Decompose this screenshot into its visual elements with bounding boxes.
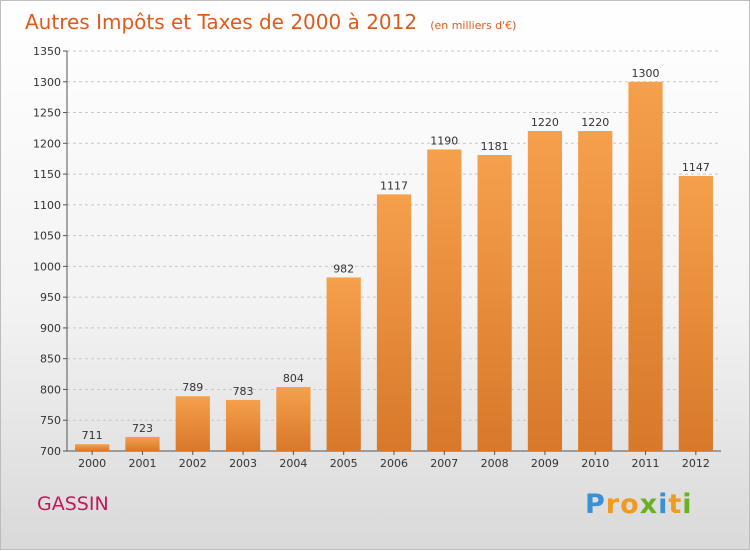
bar-2002 — [175, 396, 210, 451]
commune-name: GASSIN — [37, 493, 109, 515]
x-tick-label: 2002 — [179, 457, 207, 470]
y-tick-label: 700 — [40, 445, 61, 458]
x-tick-label: 2000 — [78, 457, 106, 470]
x-tick-label: 2006 — [380, 457, 408, 470]
x-tick-label: 2001 — [128, 457, 156, 470]
y-tick-label: 1300 — [33, 76, 61, 89]
bar-2012 — [678, 175, 713, 451]
y-tick-label: 1150 — [33, 168, 61, 181]
x-tick-label: 2012 — [682, 457, 710, 470]
value-label: 1147 — [682, 161, 710, 174]
logo-letter: x — [639, 489, 659, 520]
x-tick-label: 2011 — [632, 457, 660, 470]
value-label: 804 — [283, 372, 304, 385]
x-tick-label: 2004 — [279, 457, 307, 470]
bar-2003 — [225, 399, 261, 451]
bar-2005 — [326, 277, 361, 451]
logo-letter: i — [682, 489, 693, 520]
y-tick-label: 850 — [40, 353, 61, 366]
value-label: 723 — [132, 422, 153, 435]
y-tick-label: 1100 — [33, 199, 61, 212]
chart-title: Autres Impôts et Taxes de 2000 à 2012 — [25, 10, 417, 34]
y-tick-label: 1250 — [33, 107, 61, 120]
value-labels: 711 723 789 783 804 982 1117 1190 1181 1220 1220 13… — [82, 67, 710, 442]
value-label: 789 — [182, 381, 203, 394]
bar-2011 — [628, 81, 663, 452]
bars — [75, 81, 713, 452]
value-label: 1190 — [430, 134, 458, 147]
logo-letter: r — [605, 489, 621, 520]
logo-letter: o — [620, 489, 640, 520]
chart-subtitle: (en milliers d'€) — [430, 19, 516, 32]
bar-2009 — [527, 131, 563, 451]
value-label: 982 — [333, 262, 354, 275]
y-tick-label: 800 — [40, 383, 61, 396]
y-tick-label: 1000 — [33, 260, 61, 273]
value-label: 1300 — [632, 67, 660, 80]
bar-2000 — [75, 444, 110, 451]
y-tick-label: 950 — [40, 291, 61, 304]
logo-letter: i — [658, 489, 669, 520]
value-label: 783 — [233, 385, 254, 398]
x-tick-label: 2008 — [481, 457, 509, 470]
y-tick-label: 750 — [40, 414, 61, 427]
value-label: 1220 — [581, 116, 609, 129]
proxiti-logo: Proxiti — [585, 489, 693, 520]
value-label: 1220 — [531, 116, 559, 129]
svg-text:Autres Impôts et Taxes de 2000: Autres Impôts et Taxes de 2000 à 2012 (e… — [25, 10, 516, 34]
x-tick-label: 2005 — [330, 457, 358, 470]
bar-2001 — [125, 436, 160, 451]
axes: 700 750 800 850 900 950 1000 1050 1100 1150 1200 12… — [33, 45, 721, 470]
bar-2004 — [276, 387, 311, 451]
x-tick-label: 2009 — [531, 457, 559, 470]
value-label: 711 — [82, 429, 103, 442]
logo-letter: P — [585, 489, 606, 520]
y-tick-label: 900 — [40, 322, 61, 335]
y-tick-label: 1200 — [33, 137, 61, 150]
bar-2007 — [427, 149, 462, 451]
value-label: 1117 — [380, 179, 408, 192]
logo-letter: t — [668, 489, 683, 520]
x-tick-label: 2010 — [581, 457, 609, 470]
bar-2010 — [578, 131, 613, 451]
x-tick-label: 2007 — [430, 457, 458, 470]
y-tick-label: 1050 — [33, 230, 61, 243]
bar-2006 — [376, 194, 412, 451]
value-label: 1181 — [481, 140, 509, 153]
bar-2008 — [477, 155, 512, 451]
x-tick-label: 2003 — [229, 457, 257, 470]
y-tick-label: 1350 — [33, 45, 61, 58]
